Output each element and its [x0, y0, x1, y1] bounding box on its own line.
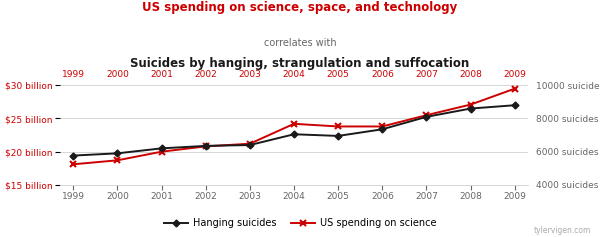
Hanging suicides [158, 147, 165, 150]
US spending on science [379, 125, 386, 128]
US spending on science [114, 159, 121, 162]
Hanging suicides [114, 152, 121, 155]
US spending on science [423, 114, 430, 117]
Line: Hanging suicides: Hanging suicides [71, 103, 517, 158]
Hanging suicides [379, 128, 386, 131]
Hanging suicides [290, 133, 298, 136]
US spending on science [290, 122, 298, 125]
Line: US spending on science: US spending on science [70, 85, 518, 168]
US spending on science [158, 150, 165, 153]
Hanging suicides [335, 135, 342, 137]
US spending on science [335, 125, 342, 128]
US spending on science [202, 145, 209, 148]
Text: tylervigen.com: tylervigen.com [533, 226, 591, 235]
US spending on science [246, 142, 253, 145]
Legend: Hanging suicides, US spending on science: Hanging suicides, US spending on science [160, 214, 440, 232]
US spending on science [511, 87, 518, 90]
Hanging suicides [423, 115, 430, 118]
Text: correlates with: correlates with [263, 38, 337, 48]
US spending on science [70, 163, 77, 166]
Hanging suicides [511, 104, 518, 107]
US spending on science [467, 103, 474, 106]
Text: US spending on science, space, and technology: US spending on science, space, and techn… [142, 1, 458, 14]
Text: Suicides by hanging, strangulation and suffocation: Suicides by hanging, strangulation and s… [130, 57, 470, 70]
Hanging suicides [202, 145, 209, 147]
Hanging suicides [467, 107, 474, 110]
Hanging suicides [70, 154, 77, 157]
Hanging suicides [246, 144, 253, 146]
